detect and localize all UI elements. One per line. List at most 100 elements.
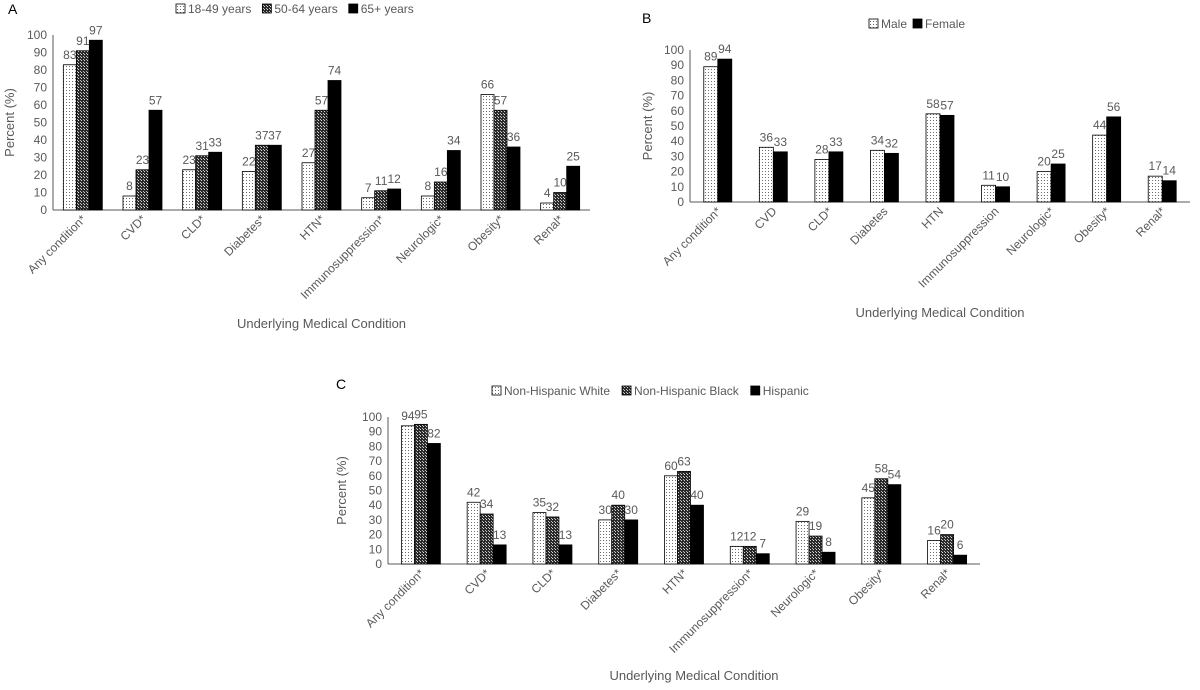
y-tick-label: 0	[375, 557, 382, 571]
x-axis-title: Underlying Medical Condition	[855, 305, 1024, 320]
data-label: 34	[447, 134, 461, 148]
data-label: 28	[815, 142, 829, 156]
data-label: 23	[182, 153, 196, 167]
data-label: 7	[365, 181, 372, 195]
data-label: 11	[375, 174, 388, 188]
y-tick-label: 10	[369, 542, 383, 556]
legend-label: Male	[881, 17, 907, 31]
chart-panel-b: B 0 10 20 30 40 50 60 70 80 90 100 Percent (%) 89 94 An…	[600, 0, 1200, 345]
legend-item-non-hispanic-black: Non-Hispanic Black	[621, 384, 740, 398]
y-tick-label: 60	[369, 469, 383, 483]
bar-female-immunosuppression	[995, 186, 1010, 203]
y-tick-label: 20	[369, 528, 383, 542]
y-axis-title: Percent (%)	[334, 456, 349, 525]
x-tick-label: Any condition*	[25, 212, 89, 276]
bar-50-64-years-obesity	[493, 109, 508, 211]
bar-65-years-cld	[208, 151, 223, 211]
bar-18-49-years-diabetes	[241, 171, 256, 211]
bar-18-49-years-any-condition	[62, 64, 77, 211]
bar-male-renal	[1147, 175, 1163, 203]
bar-non-hispanic-white-cvd	[466, 501, 481, 565]
y-tick-label: 80	[369, 439, 383, 453]
bar-hispanic-neurologic	[821, 551, 836, 565]
bar-female-renal	[1161, 180, 1177, 203]
bar-non-hispanic-black-cld	[545, 516, 560, 565]
data-label: 20	[1037, 155, 1051, 169]
data-label: 32	[885, 136, 899, 150]
bar-65-years-renal	[566, 165, 581, 211]
bar-non-hispanic-black-htn	[677, 470, 691, 565]
x-tick-label: Neurologic*	[393, 212, 447, 266]
bar-65-years-neurologic	[446, 150, 461, 211]
data-label: 36	[507, 130, 521, 144]
bar-18-49-years-cvd	[122, 195, 137, 211]
y-tick-label: 50	[369, 484, 383, 498]
x-tick-label: Obesity*	[845, 566, 887, 608]
data-label: 42	[467, 485, 481, 499]
data-label: 11	[982, 168, 995, 182]
data-label: 33	[208, 135, 222, 149]
panel-label: B	[642, 10, 651, 26]
x-tick-label: Any condition*	[660, 204, 724, 268]
y-tick-label: 40	[671, 134, 685, 148]
data-label: 32	[546, 500, 560, 514]
legend-swatch	[348, 3, 359, 14]
data-label: 63	[677, 454, 691, 468]
bar-50-64-years-immunosuppression	[374, 190, 389, 211]
y-tick-label: 80	[34, 63, 48, 77]
x-tick-label: Diabetes*	[221, 212, 268, 259]
bar-male-obesity	[1092, 134, 1108, 203]
x-tick-label: Obesity*	[465, 212, 507, 254]
data-label: 40	[612, 488, 626, 502]
y-tick-label: 70	[671, 89, 685, 103]
data-label: 95	[414, 407, 428, 421]
data-label: 30	[625, 503, 639, 517]
legend-label: 50-64 years	[274, 2, 337, 16]
data-label: 25	[1051, 147, 1065, 161]
y-tick-label: 60	[34, 98, 48, 112]
bar-18-49-years-neurologic	[420, 195, 435, 211]
x-tick-label: Neurologic*	[1003, 204, 1057, 258]
x-tick-label: CVD*	[117, 212, 148, 243]
data-label: 19	[809, 519, 823, 533]
data-label: 12	[730, 529, 744, 543]
y-tick-label: 20	[34, 168, 48, 182]
y-tick-label: 80	[671, 73, 685, 87]
bar-18-49-years-obesity	[480, 94, 495, 211]
bar-18-49-years-htn	[301, 162, 316, 211]
data-label: 14	[1163, 164, 1177, 178]
y-axis-title: Percent (%)	[640, 92, 655, 161]
x-tick-label: HTN*	[297, 212, 328, 243]
legend-label: Female	[925, 17, 965, 31]
x-tick-label: CLD*	[178, 212, 208, 242]
bar-male-cvd	[758, 146, 774, 203]
bar-65-years-cvd	[148, 109, 163, 211]
data-label: 20	[940, 518, 954, 532]
data-label: 58	[926, 97, 940, 111]
legend-item-non-hispanic-white: Non-Hispanic White	[491, 384, 610, 398]
y-tick-label: 30	[671, 149, 685, 163]
x-tick-label: CLD*	[805, 204, 835, 234]
bar-50-64-years-diabetes	[254, 144, 269, 211]
data-label: 45	[862, 481, 876, 495]
bar-hispanic-htn	[690, 504, 704, 565]
bar-non-hispanic-black-diabetes	[611, 504, 626, 565]
x-tick-label: CLD*	[528, 566, 558, 596]
bar-non-hispanic-white-htn	[664, 475, 678, 565]
data-label: 16	[434, 165, 448, 179]
data-label: 8	[126, 179, 133, 193]
data-label: 10	[996, 170, 1010, 184]
data-label: 12	[743, 529, 757, 543]
panel-label: A	[8, 1, 18, 17]
bar-non-hispanic-black-obesity	[874, 478, 889, 565]
x-tick-label: Diabetes*	[578, 566, 625, 613]
bar-male-neurologic	[1036, 171, 1052, 203]
data-label: 97	[89, 23, 103, 37]
data-label: 44	[1093, 118, 1107, 132]
data-label: 4	[544, 186, 551, 200]
data-label: 60	[664, 459, 678, 473]
data-label: 10	[553, 176, 567, 190]
legend-swatch	[868, 18, 879, 29]
data-label: 30	[599, 503, 613, 517]
